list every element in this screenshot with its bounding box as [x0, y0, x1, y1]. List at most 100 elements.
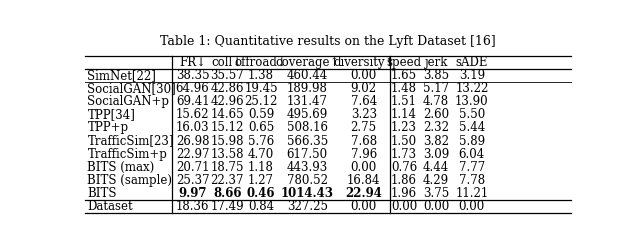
Text: 617.50: 617.50	[287, 148, 328, 161]
Text: 35.57: 35.57	[211, 69, 244, 82]
Text: 1.96: 1.96	[391, 187, 417, 200]
Text: 1.73: 1.73	[391, 148, 417, 161]
Text: 2.60: 2.60	[423, 108, 449, 121]
Text: 780.52: 780.52	[287, 174, 328, 187]
Text: BITS (max): BITS (max)	[88, 161, 155, 174]
Text: 14.65: 14.65	[211, 108, 244, 121]
Text: 4.44: 4.44	[423, 161, 449, 174]
Text: 5.76: 5.76	[248, 135, 274, 148]
Text: 7.64: 7.64	[351, 95, 377, 108]
Text: 7.78: 7.78	[459, 174, 485, 187]
Text: 0.00: 0.00	[459, 200, 485, 213]
Text: 1.86: 1.86	[391, 174, 417, 187]
Text: 15.98: 15.98	[211, 135, 244, 148]
Text: 6.04: 6.04	[459, 148, 485, 161]
Text: 42.86: 42.86	[211, 82, 244, 95]
Text: 16.84: 16.84	[347, 174, 380, 187]
Text: BITS (sample): BITS (sample)	[88, 174, 172, 187]
Text: 22.94: 22.94	[345, 187, 382, 200]
Text: 5.17: 5.17	[423, 82, 449, 95]
Text: speed: speed	[387, 56, 422, 69]
Text: 7.68: 7.68	[351, 135, 377, 148]
Text: 22.37: 22.37	[211, 174, 244, 187]
Text: 1014.43: 1014.43	[281, 187, 333, 200]
Text: 566.35: 566.35	[287, 135, 328, 148]
Text: 460.44: 460.44	[287, 69, 328, 82]
Text: 25.37: 25.37	[176, 174, 209, 187]
Text: 0.00: 0.00	[351, 161, 377, 174]
Text: 0.84: 0.84	[248, 200, 274, 213]
Text: SocialGAN+p: SocialGAN+p	[88, 95, 170, 108]
Text: 1.23: 1.23	[391, 122, 417, 134]
Text: 13.22: 13.22	[455, 82, 488, 95]
Text: FR↓: FR↓	[179, 56, 206, 69]
Text: 13.90: 13.90	[455, 95, 489, 108]
Text: 3.75: 3.75	[423, 187, 449, 200]
Text: 3.09: 3.09	[423, 148, 449, 161]
Text: 1.50: 1.50	[391, 135, 417, 148]
Text: SocialGAN[30]: SocialGAN[30]	[88, 82, 176, 95]
Text: 4.78: 4.78	[423, 95, 449, 108]
Text: 16.03: 16.03	[176, 122, 209, 134]
Text: 327.25: 327.25	[287, 200, 328, 213]
Text: 1.51: 1.51	[391, 95, 417, 108]
Text: 1.14: 1.14	[391, 108, 417, 121]
Text: 3.23: 3.23	[351, 108, 377, 121]
Text: coverage↑: coverage↑	[275, 56, 339, 69]
Text: 4.70: 4.70	[248, 148, 274, 161]
Text: 189.98: 189.98	[287, 82, 328, 95]
Text: TPP[34]: TPP[34]	[88, 108, 135, 121]
Text: 26.98: 26.98	[176, 135, 209, 148]
Text: 0.65: 0.65	[248, 122, 274, 134]
Text: diversity↑: diversity↑	[333, 56, 394, 69]
Text: 0.00: 0.00	[351, 200, 377, 213]
Text: 3.82: 3.82	[423, 135, 449, 148]
Text: 495.69: 495.69	[287, 108, 328, 121]
Text: 3.19: 3.19	[459, 69, 485, 82]
Text: 8.66: 8.66	[213, 187, 241, 200]
Text: 15.12: 15.12	[211, 122, 244, 134]
Text: offroad↓: offroad↓	[235, 56, 287, 69]
Text: 5.50: 5.50	[459, 108, 485, 121]
Text: Dataset: Dataset	[88, 200, 133, 213]
Text: 131.47: 131.47	[287, 95, 328, 108]
Text: Table 1: Quantitative results on the Lyft Dataset [16]: Table 1: Quantitative results on the Lyf…	[160, 35, 496, 48]
Text: 25.12: 25.12	[244, 95, 278, 108]
Text: sADE: sADE	[456, 56, 488, 69]
Text: 22.97: 22.97	[176, 148, 209, 161]
Text: 42.96: 42.96	[211, 95, 244, 108]
Text: 64.96: 64.96	[176, 82, 209, 95]
Text: 0.59: 0.59	[248, 108, 274, 121]
Text: 7.96: 7.96	[351, 148, 377, 161]
Text: 508.16: 508.16	[287, 122, 328, 134]
Text: 7.77: 7.77	[459, 161, 485, 174]
Text: 9.97: 9.97	[179, 187, 207, 200]
Text: 13.58: 13.58	[211, 148, 244, 161]
Text: 4.29: 4.29	[423, 174, 449, 187]
Text: 9.02: 9.02	[351, 82, 377, 95]
Text: 15.62: 15.62	[176, 108, 209, 121]
Text: 17.49: 17.49	[211, 200, 244, 213]
Text: 19.45: 19.45	[244, 82, 278, 95]
Text: BITS: BITS	[88, 187, 117, 200]
Text: 0.00: 0.00	[351, 69, 377, 82]
Text: 5.44: 5.44	[459, 122, 485, 134]
Text: 3.85: 3.85	[423, 69, 449, 82]
Text: 18.36: 18.36	[176, 200, 209, 213]
Text: 1.27: 1.27	[248, 174, 274, 187]
Text: 0.00: 0.00	[391, 200, 417, 213]
Text: 1.65: 1.65	[391, 69, 417, 82]
Text: 0.46: 0.46	[247, 187, 275, 200]
Text: 5.89: 5.89	[459, 135, 485, 148]
Text: 2.32: 2.32	[423, 122, 449, 134]
Text: jerk: jerk	[424, 56, 448, 69]
Text: 38.35: 38.35	[176, 69, 209, 82]
Text: 0.00: 0.00	[423, 200, 449, 213]
Text: 2.75: 2.75	[351, 122, 377, 134]
Text: TrafficSim+p: TrafficSim+p	[88, 148, 167, 161]
Text: 1.48: 1.48	[391, 82, 417, 95]
Text: 0.76: 0.76	[391, 161, 417, 174]
Text: SimNet[22]: SimNet[22]	[88, 69, 156, 82]
Text: coll↓: coll↓	[212, 56, 243, 69]
Text: 1.18: 1.18	[248, 161, 274, 174]
